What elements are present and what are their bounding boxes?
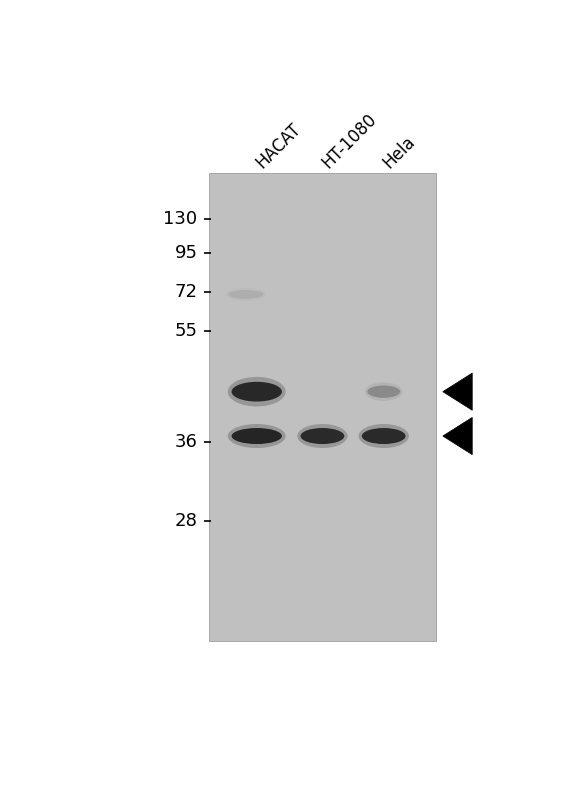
Ellipse shape (367, 386, 400, 398)
Polygon shape (443, 418, 472, 454)
Ellipse shape (228, 377, 286, 406)
Ellipse shape (301, 428, 344, 444)
Ellipse shape (297, 424, 347, 448)
Text: 55: 55 (175, 322, 198, 340)
Polygon shape (443, 373, 472, 410)
Ellipse shape (359, 424, 409, 448)
Text: 36: 36 (175, 433, 198, 451)
Text: 130: 130 (163, 210, 198, 228)
Ellipse shape (228, 424, 286, 448)
Ellipse shape (362, 428, 406, 444)
Ellipse shape (228, 290, 263, 298)
Ellipse shape (365, 382, 403, 401)
Text: HACAT: HACAT (253, 120, 305, 172)
Text: HT-1080: HT-1080 (318, 110, 380, 172)
Ellipse shape (232, 382, 282, 402)
Text: Hela: Hela (379, 133, 419, 172)
Bar (208, 173, 436, 641)
Text: 72: 72 (175, 283, 198, 301)
Ellipse shape (232, 428, 282, 444)
Text: 95: 95 (175, 244, 198, 262)
Text: 28: 28 (175, 512, 198, 530)
